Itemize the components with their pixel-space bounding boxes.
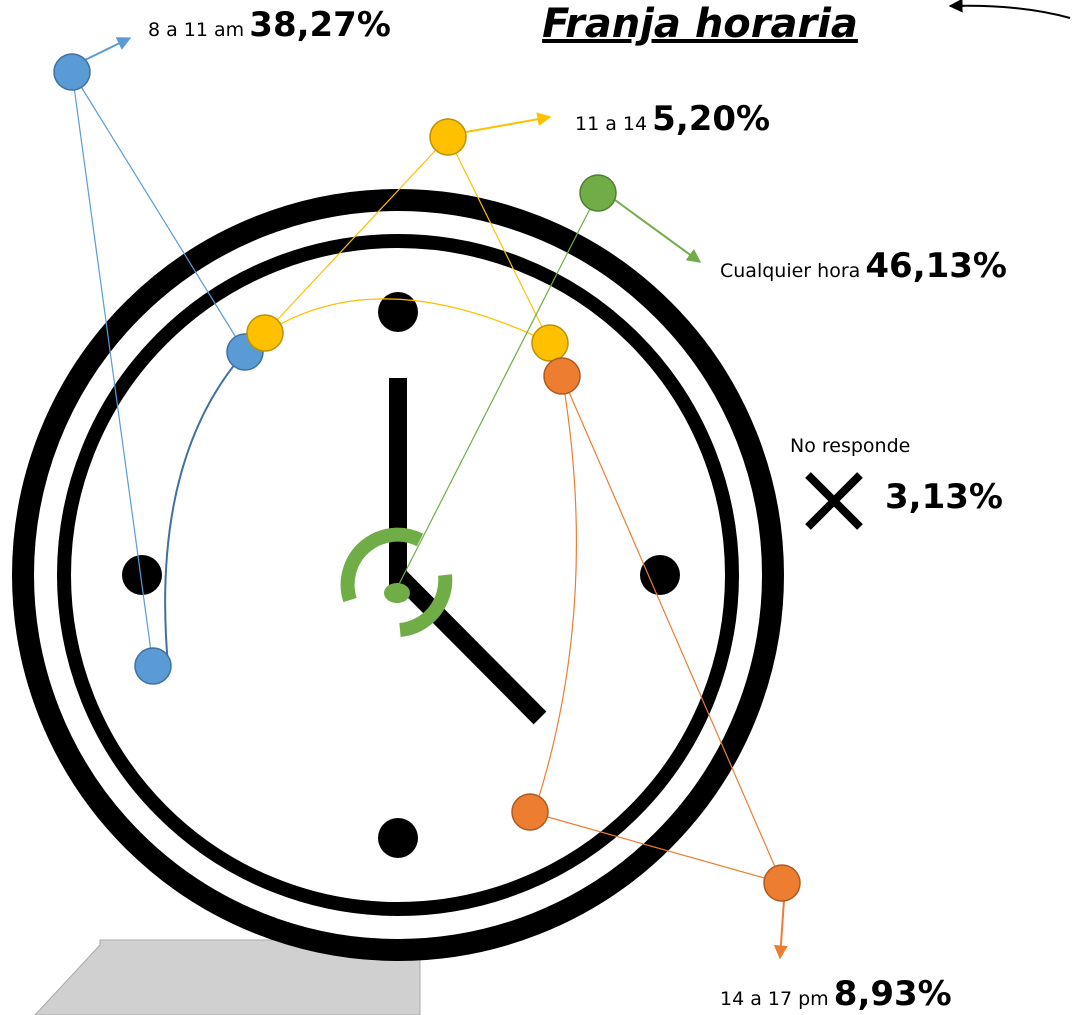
yellow-connector bbox=[246, 112, 569, 362]
clock bbox=[12, 189, 784, 961]
item-label: 11 a 14 5,20% bbox=[575, 99, 770, 139]
back-arrow bbox=[34, 939, 421, 1015]
orange-connector bbox=[511, 357, 801, 960]
item-value: 3,13% bbox=[885, 477, 1003, 517]
item-label: No responde bbox=[790, 435, 910, 457]
item-label: Cualquier hora 46,13% bbox=[720, 246, 1007, 286]
item-label: 14 a 17 pm 8,93% bbox=[720, 974, 952, 1014]
item-label: 8 a 11 am 38,27% bbox=[148, 5, 391, 45]
curved-arrow bbox=[948, 0, 1071, 19]
green-connector bbox=[340, 174, 702, 637]
blue-connector bbox=[53, 37, 264, 685]
cross-icon bbox=[805, 472, 863, 530]
title: Franja horaria bbox=[542, 1, 858, 47]
